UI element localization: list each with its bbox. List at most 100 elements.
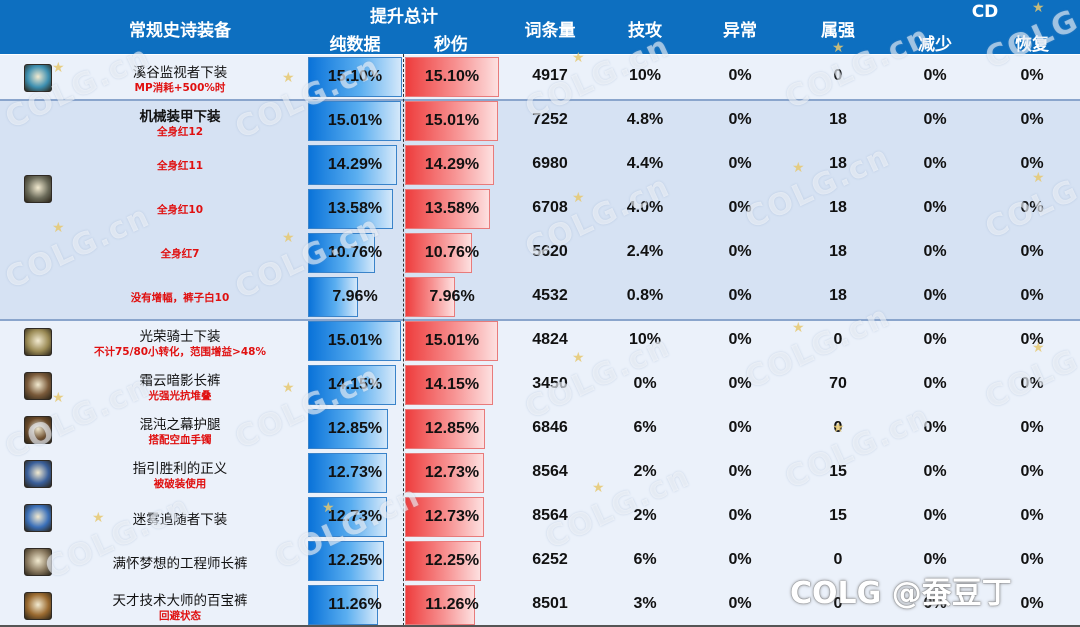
pure-data-value: 14.29% [327,156,383,173]
cd-reduce-value: 0% [923,551,947,568]
entries-value: 6252 [532,551,568,568]
entries-value: 4824 [532,331,568,348]
abnormal-value: 0% [728,419,752,436]
element-value: 0 [833,595,843,612]
pure-data-value: 12.85% [327,420,383,437]
skill-attack-value: 0.8% [626,287,664,304]
sec-damage-value: 11.26% [425,596,479,613]
header-entries: 词条量 [524,21,576,41]
entries-value: 8564 [532,463,568,480]
star-icon: ★ [1032,170,1045,186]
pure-data-value: 10.76% [327,244,383,261]
element-value: 18 [829,199,847,216]
element-value: 15 [829,463,847,480]
cd-recover-value: 0% [1020,551,1044,568]
entries-value: 7252 [532,111,568,128]
equipment-note: 不计75/80小转化，范围增益>48% [94,346,266,358]
sec-damage-cell: 13.58% [405,189,499,229]
mech-armor-icon [24,175,52,203]
sec-damage-bar [405,189,490,229]
pure-data-bar [308,101,401,141]
entries-value: 8564 [532,507,568,524]
entries-value: 4532 [532,287,568,304]
equipment-note: 全身红12 [156,126,204,138]
table-row: 溪谷监视者下装 MP消耗+500%时 15.10% 15.10% 4917 10% 0% 0 0… [0,55,1080,99]
skill-attack-value: 4.0% [626,199,664,216]
equipment-name: 迷雾追随者下装 [132,512,228,528]
cd-reduce-value: 0% [923,507,947,524]
star-icon: ★ [572,350,585,366]
table-row: 霜云暗影长裤 光强光抗堆叠 14.15% 14.15% 3450 0% 0% 70 0% 0% [0,363,1080,407]
pure-data-cell: 15.01% [308,321,402,361]
sec-damage-value: 12.25% [424,552,480,569]
pure-data-value: 12.73% [327,508,383,525]
pure-data-bar [308,277,358,317]
element-value: 15 [829,507,847,524]
pure-data-cell: 12.85% [308,409,402,449]
equipment-name: 满怀梦想的工程师长裤 [112,556,248,572]
entries-value: 6846 [532,419,568,436]
entries-value: 8501 [532,595,568,612]
pure-data-value: 13.58% [327,200,383,217]
sec-damage-value: 12.85% [424,420,480,437]
pure-data-cell: 14.29% [308,145,402,185]
abnormal-value: 0% [728,67,752,84]
element-value: 70 [829,375,847,392]
table-row: 指引胜利的正义 被破装使用 12.73% 12.73% 8564 2% 0% 15 0% 0% [0,451,1080,495]
cd-reduce-value: 0% [923,111,947,128]
cd-reduce-value: 0% [923,155,947,172]
pure-data-cell: 12.73% [308,497,402,537]
cd-reduce-value: 0% [923,287,947,304]
equipment-name: 机械装甲下装 [139,109,221,125]
sec-damage-bar [405,321,498,361]
knight-armor-icon [24,328,52,356]
cd-reduce-value: 0% [923,331,947,348]
skill-attack-value: 3% [633,595,657,612]
pure-data-value: 15.10% [327,68,383,85]
sec-damage-cell: 15.10% [405,57,499,97]
sec-damage-cell: 12.85% [405,409,499,449]
star-icon: ★ [832,420,845,436]
pure-data-bar [308,409,388,449]
abnormal-value: 0% [728,331,752,348]
cd-recover-value: 0% [1020,375,1044,392]
shadow-pants-icon [24,372,52,400]
group-separator [0,99,1080,101]
abnormal-value: 0% [728,155,752,172]
column-divider [403,54,406,626]
pure-data-bar [308,145,397,185]
skill-attack-value: 2% [633,463,657,480]
cd-reduce-value: 0% [923,199,947,216]
pure-data-bar [308,189,393,229]
star-icon: ★ [282,230,295,246]
sec-damage-value: 13.58% [424,200,480,217]
cd-recover-value: 0% [1020,111,1044,128]
star-icon: ★ [52,390,65,406]
header-total: 提升总计 [370,7,438,27]
sec-damage-cell: 10.76% [405,233,499,273]
pure-data-bar [308,497,387,537]
header-cd-recover: 恢复 [1015,35,1049,55]
table-bottom-border [0,625,1080,627]
cd-recover-value: 0% [1020,507,1044,524]
chaos-greaves-icon [24,416,52,444]
equipment-name: 光荣骑士下装 [139,329,221,345]
cd-reduce-value: 0% [923,463,947,480]
star-icon: ★ [592,480,605,496]
element-value: 0 [833,331,843,348]
star-icon: ★ [92,510,105,526]
group-separator [0,319,1080,321]
sec-damage-cell: 7.96% [405,277,499,317]
header-abnormal: 异常 [723,21,757,41]
pure-data-value: 12.73% [327,464,383,481]
skill-attack-value: 4.8% [626,111,664,128]
abnormal-value: 0% [728,551,752,568]
cd-recover-value: 0% [1020,243,1044,260]
star-icon: ★ [1032,0,1045,16]
cd-reduce-value: 0% [923,375,947,392]
cd-recover-value: 0% [1020,419,1044,436]
star-icon: ★ [832,40,845,56]
sec-damage-cell: 14.29% [405,145,499,185]
table-row: 满怀梦想的工程师长裤 12.25% 12.25% 6252 6% 0% 0 0% 0% [0,539,1080,583]
skill-attack-value: 6% [633,551,657,568]
